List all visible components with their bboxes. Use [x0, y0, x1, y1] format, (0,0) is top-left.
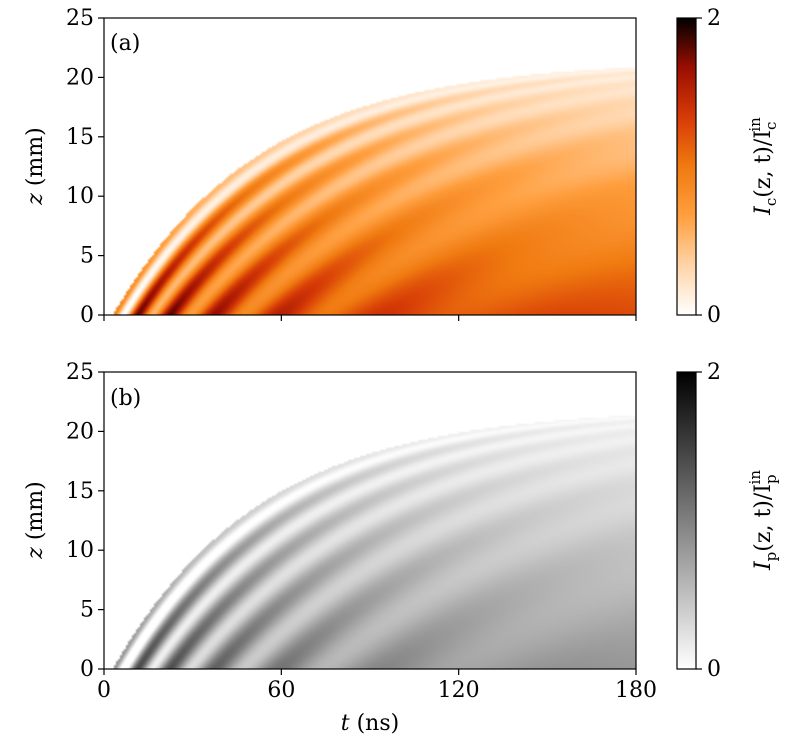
- y-axis-label-b: z (mm): [23, 481, 48, 559]
- colorbar-b-tick-label-max: 2: [707, 360, 721, 385]
- x-tick-label: 0: [97, 678, 111, 703]
- colorbar-a-label: Ic(z, t)/Icin: [746, 117, 780, 216]
- colorbar-b-label: Ip(z, t)/Ipin: [746, 470, 780, 571]
- y-tick-label: 25: [66, 6, 94, 31]
- plot-frame-a: [103, 17, 637, 316]
- y-tick-label: 5: [80, 244, 94, 269]
- y-tick-label: 25: [66, 360, 94, 385]
- panel-label-b: (b): [110, 386, 141, 411]
- panel-label-a: (a): [110, 31, 140, 56]
- colorbar-a-tick-label-max: 2: [707, 6, 721, 31]
- colorbar-b-tick-label-min: 0: [707, 657, 721, 682]
- heatmap-b-image: [104, 372, 636, 669]
- panel-b: (b) 0 5 10 15 20 25 0 60 120 180 z (mm) t (ns): [23, 360, 657, 736]
- colorbar-a: 2 0 Ic(z, t)/Icin: [676, 6, 780, 328]
- panel-a: (a) 0 5 10 15 20 25 z (mm): [23, 6, 637, 328]
- colorbar-b: 2 0 Ip(z, t)/Ipin: [676, 360, 780, 682]
- x-ticks-a: [103, 315, 637, 321]
- y-axis-label-a: z (mm): [23, 127, 48, 205]
- colorbar-a-tick-label-min: 0: [707, 303, 721, 328]
- y-tick-label: 15: [66, 125, 94, 150]
- y-tick-label: 0: [80, 303, 94, 328]
- y-ticks-b: 0 5 10 15 20 25: [66, 360, 104, 682]
- y-tick-label: 0: [80, 657, 94, 682]
- y-tick-label: 20: [66, 65, 94, 90]
- colorbar-a-bar: [676, 17, 697, 316]
- x-tick-label: 180: [615, 678, 657, 703]
- y-tick-label: 20: [66, 419, 94, 444]
- heatmap-a-image: [104, 18, 636, 315]
- y-ticks-a: 0 5 10 15 20 25: [66, 6, 104, 328]
- x-ticks-b: 0 60 120 180: [97, 669, 657, 703]
- y-tick-label: 10: [66, 184, 94, 209]
- y-tick-label: 5: [80, 598, 94, 623]
- y-tick-label: 15: [66, 479, 94, 504]
- y-tick-label: 10: [66, 538, 94, 563]
- x-axis-label: t (ns): [341, 711, 399, 736]
- x-tick-label: 60: [267, 678, 295, 703]
- x-tick-label: 120: [438, 678, 480, 703]
- colorbar-b-bar: [676, 371, 697, 670]
- plot-frame-b: [103, 371, 637, 670]
